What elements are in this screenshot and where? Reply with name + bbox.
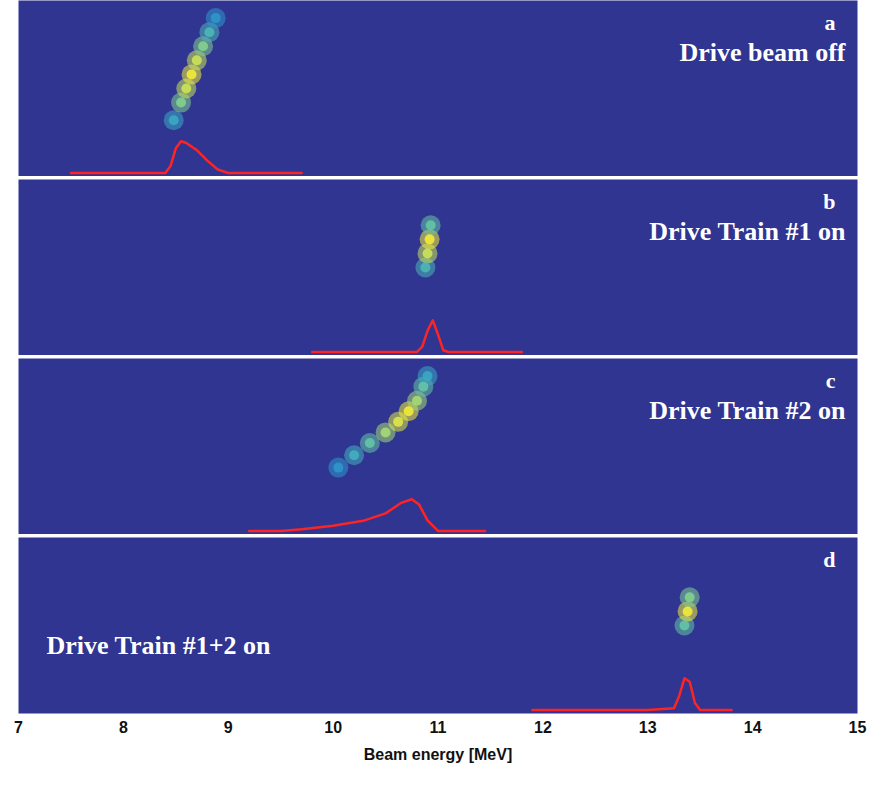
svg-text:8: 8 (119, 719, 128, 736)
svg-text:7: 7 (14, 719, 23, 736)
svg-text:10: 10 (324, 719, 342, 736)
svg-text:11: 11 (430, 719, 447, 736)
svg-text:14: 14 (744, 719, 762, 736)
svg-text:12: 12 (534, 719, 552, 736)
svg-text:Drive Train #2 on: Drive Train #2 on (649, 396, 846, 425)
svg-text:13: 13 (639, 719, 657, 736)
svg-text:Drive Train #1 on: Drive Train #1 on (649, 217, 846, 246)
svg-text:Drive Train #1+2 on: Drive Train #1+2 on (47, 631, 272, 660)
svg-text:b: b (823, 189, 835, 214)
svg-text:c: c (826, 368, 836, 393)
svg-text:9: 9 (224, 719, 233, 736)
svg-text:15: 15 (849, 719, 867, 736)
svg-text:Drive beam off: Drive beam off (679, 38, 845, 67)
svg-text:Beam energy [MeV]: Beam energy [MeV] (364, 746, 513, 763)
svg-text:a: a (825, 10, 836, 35)
svg-text:d: d (823, 547, 835, 572)
